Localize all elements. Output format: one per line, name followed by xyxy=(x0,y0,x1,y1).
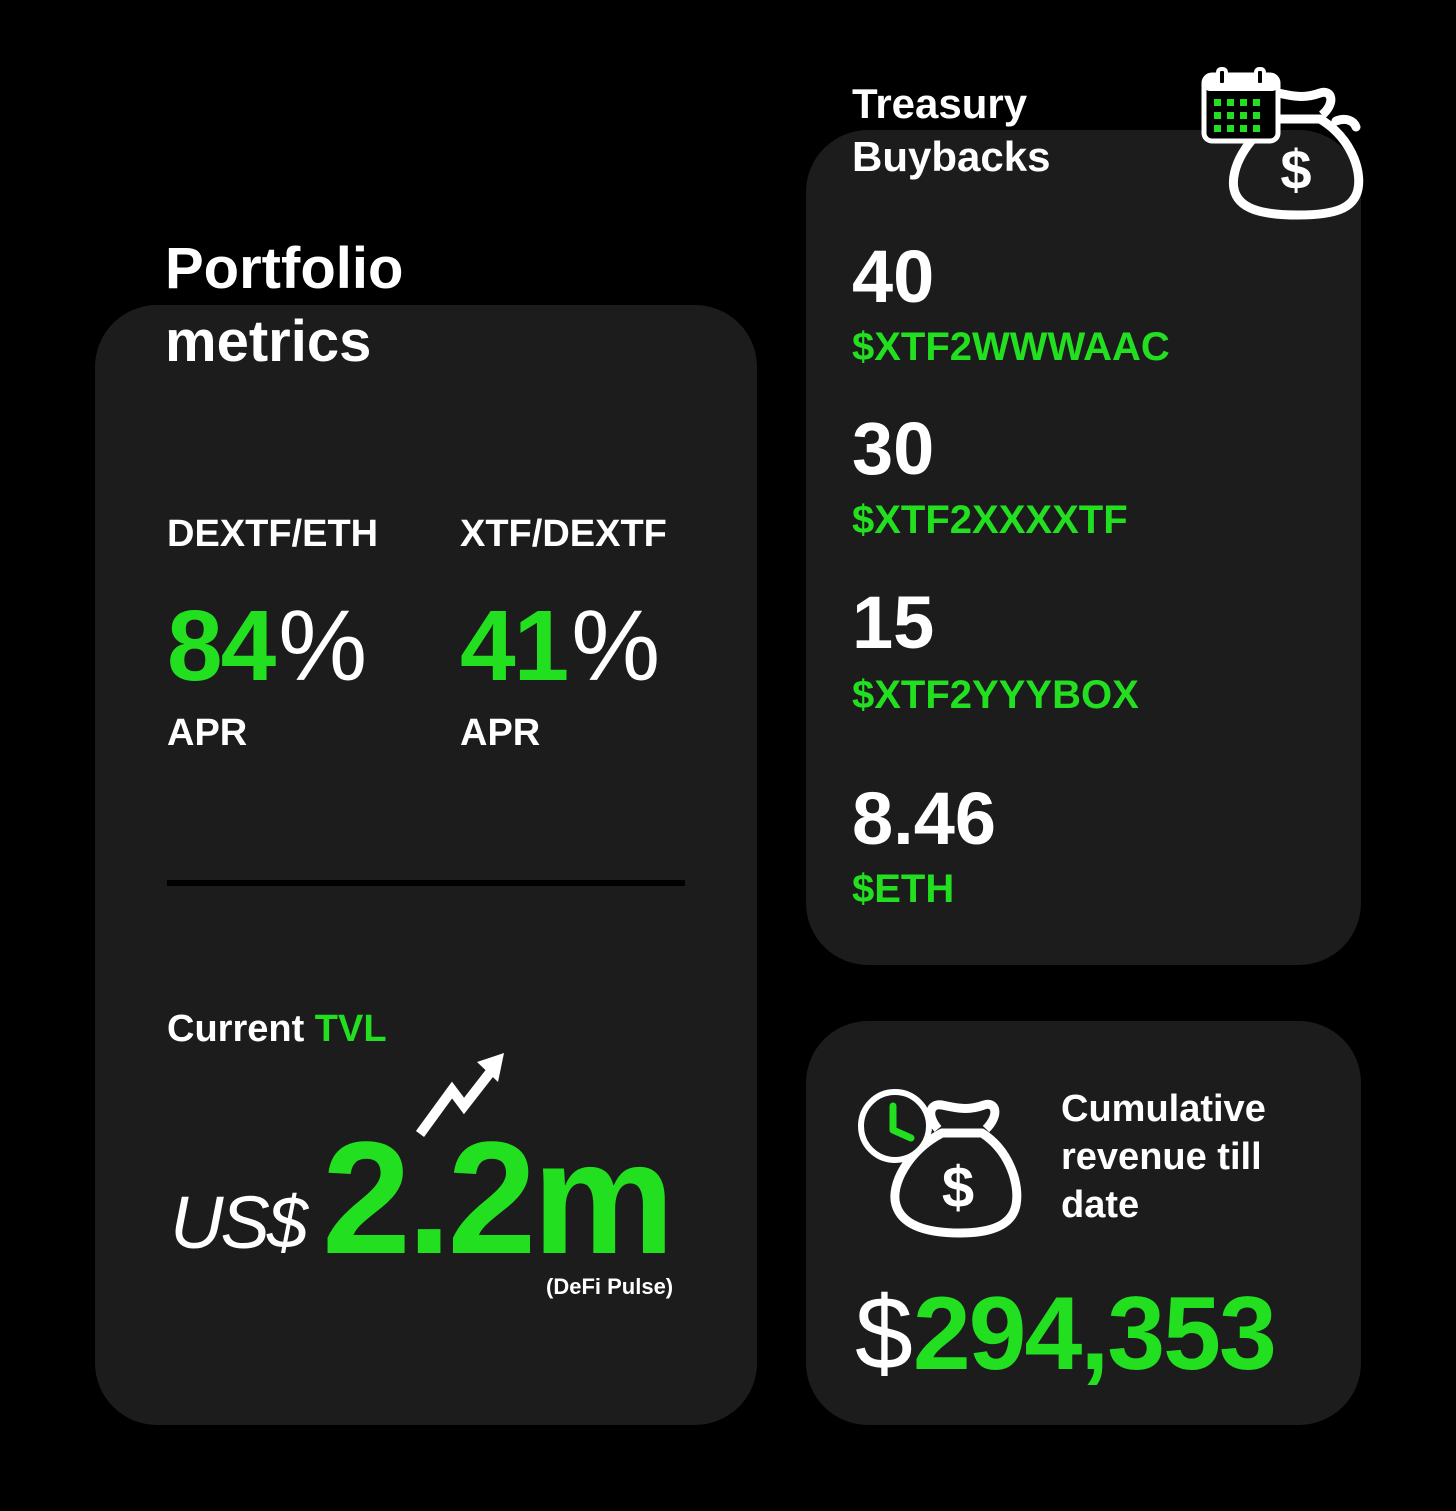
trend-up-arrow-icon xyxy=(415,1053,504,1137)
percent-sign: % xyxy=(571,590,660,702)
apr-number: 41 xyxy=(460,590,569,702)
buyback-amount: 30 xyxy=(852,407,935,490)
revenue-value: $294,353 xyxy=(855,1282,1277,1386)
buyback-token: $XTF2XXXXTF xyxy=(852,498,1128,542)
buyback-amount: 8.46 xyxy=(852,777,997,860)
svg-text:$: $ xyxy=(942,1155,974,1220)
apr-value-xtf-dextf: 41% xyxy=(460,596,660,696)
tvl-currency: US$ xyxy=(170,1181,308,1264)
apr-label-dextf-eth: APR xyxy=(167,712,248,754)
buyback-amount: 15 xyxy=(852,581,935,664)
pair-label-xtf-dextf: XTF/DEXTF xyxy=(460,513,667,555)
apr-value-dextf-eth: 84% xyxy=(167,596,367,696)
tvl-label-highlight: TVL xyxy=(314,1008,387,1050)
calendar-icon xyxy=(1201,67,1281,144)
treasury-buybacks-card xyxy=(806,130,1361,965)
portfolio-metrics-card xyxy=(95,305,757,1425)
buyback-token: $XTF2WWWAAC xyxy=(852,325,1170,369)
revenue-amount: 294,353 xyxy=(912,1276,1277,1392)
tvl-label: Current TVL xyxy=(167,1008,387,1051)
buyback-token: $XTF2YYYBOX xyxy=(852,673,1139,717)
tvl-label-prefix: Current xyxy=(167,1008,305,1050)
percent-sign: % xyxy=(278,590,367,702)
svg-text:$: $ xyxy=(1280,138,1311,201)
apr-number: 84 xyxy=(167,590,276,702)
revenue-label: Cumulative revenue till date xyxy=(1061,1088,1266,1226)
tvl-value: 2.2m xyxy=(322,1108,675,1287)
buyback-amount: 40 xyxy=(852,235,935,318)
apr-label-xtf-dextf: APR xyxy=(460,712,541,754)
money-bag-icon: $ xyxy=(890,1099,1022,1238)
treasury-title: Treasury Buybacks xyxy=(852,80,1051,180)
buyback-token: $ETH xyxy=(852,867,955,911)
currency-symbol: $ xyxy=(855,1276,913,1392)
cumulative-revenue-card xyxy=(806,1021,1361,1425)
portfolio-title: Portfolio metrics xyxy=(165,236,404,374)
clock-icon xyxy=(858,1089,932,1163)
section-divider xyxy=(167,880,685,886)
money-bag-icon: $ xyxy=(1228,87,1364,220)
tvl-source: (DeFi Pulse) xyxy=(546,1274,674,1299)
pair-label-dextf-eth: DEXTF/ETH xyxy=(167,513,379,555)
